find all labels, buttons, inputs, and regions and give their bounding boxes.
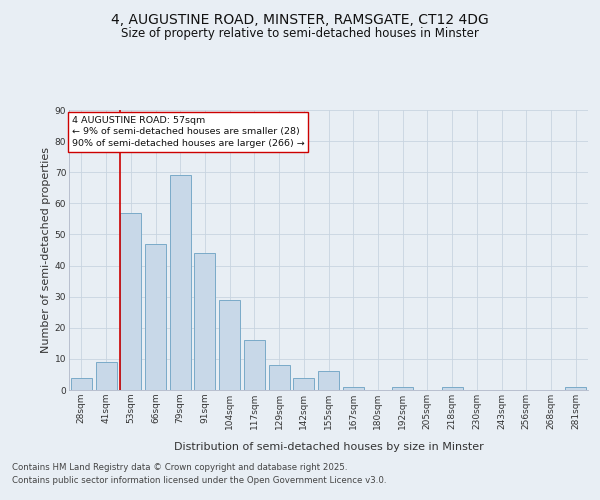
Bar (318, 372, 339, 390)
Bar (145, 244, 166, 390)
Bar (120, 212, 141, 390)
Bar (343, 387, 364, 390)
Text: 4, AUGUSTINE ROAD, MINSTER, RAMSGATE, CT12 4DG: 4, AUGUSTINE ROAD, MINSTER, RAMSGATE, CT… (111, 12, 489, 26)
Bar (95, 362, 116, 390)
Text: Distribution of semi-detached houses by size in Minster: Distribution of semi-detached houses by … (174, 442, 484, 452)
Bar (219, 300, 240, 390)
Text: 4 AUGUSTINE ROAD: 57sqm
← 9% of semi-detached houses are smaller (28)
90% of sem: 4 AUGUSTINE ROAD: 57sqm ← 9% of semi-det… (71, 116, 304, 148)
Text: Contains public sector information licensed under the Open Government Licence v3: Contains public sector information licen… (12, 476, 386, 485)
Bar (244, 340, 265, 390)
Text: Contains HM Land Registry data © Crown copyright and database right 2025.: Contains HM Land Registry data © Crown c… (12, 464, 347, 472)
Y-axis label: Number of semi-detached properties: Number of semi-detached properties (41, 147, 50, 353)
Bar (269, 365, 290, 390)
Bar (170, 176, 191, 390)
Bar (293, 378, 314, 390)
Text: Size of property relative to semi-detached houses in Minster: Size of property relative to semi-detach… (121, 28, 479, 40)
Bar (565, 387, 586, 390)
Bar (392, 387, 413, 390)
Bar (194, 253, 215, 390)
Bar (71, 378, 92, 390)
Bar (442, 387, 463, 390)
